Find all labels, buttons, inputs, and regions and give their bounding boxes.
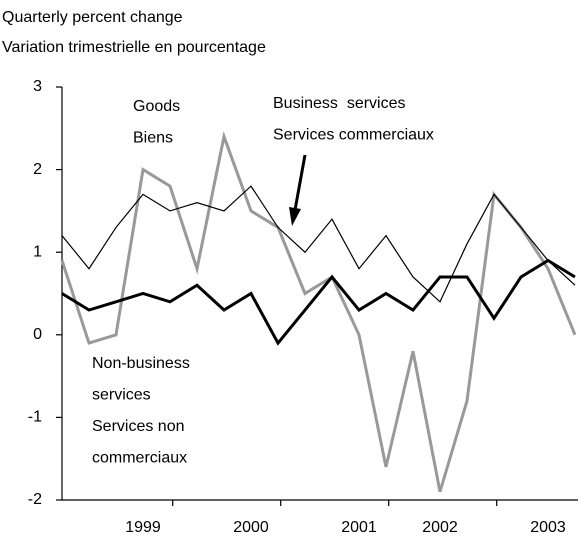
- y-tick-label: 2: [33, 161, 42, 178]
- series-label: commerciaux: [92, 450, 187, 467]
- series-label: Services commerciaux: [273, 127, 434, 144]
- series-label: Non-business: [92, 355, 190, 372]
- arrow-head: [289, 207, 301, 226]
- series-line: [60, 131, 577, 493]
- x-tick-label: 2000: [233, 519, 269, 536]
- chart-subtitle: Variation trimestrielle en pourcentage: [2, 39, 266, 56]
- y-tick-label: -2: [28, 491, 42, 508]
- arrow: [293, 154, 307, 211]
- y-tick-label: 3: [33, 78, 42, 95]
- x-tick-label: 2003: [530, 519, 566, 536]
- x-tick-label: 2002: [422, 519, 458, 536]
- chart-title: Quarterly percent change: [2, 9, 183, 26]
- y-tick-label: 0: [33, 326, 42, 343]
- series-line: [61, 258, 576, 346]
- series-label: Goods: [133, 98, 180, 115]
- x-tick-label: 1999: [125, 519, 161, 536]
- series-line: [61, 185, 576, 303]
- series-label: Biens: [133, 130, 173, 147]
- series-label: services: [92, 387, 151, 404]
- y-tick-label: 1: [33, 243, 42, 260]
- series-label: Services non: [92, 418, 185, 435]
- y-tick-label: -1: [28, 409, 42, 426]
- series-label: Business services: [273, 95, 406, 112]
- x-tick-label: 2001: [341, 519, 377, 536]
